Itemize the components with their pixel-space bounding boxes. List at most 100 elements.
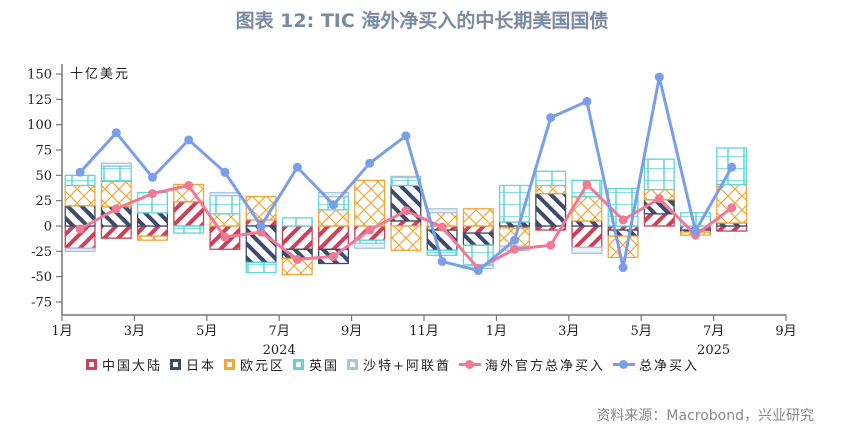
x-tick-label: 9月	[775, 324, 796, 339]
y-tick-label: -50	[31, 270, 52, 285]
source-note: 资料来源：Macrobond，兴业研究	[596, 408, 814, 424]
legend-label: 日本	[186, 359, 217, 374]
chart-title: 图表 12: TIC 海外净买入的中长期美国国债	[235, 10, 609, 32]
bar-segment	[390, 220, 422, 227]
x-tick-label: 3月	[558, 324, 579, 339]
data-point	[654, 194, 664, 204]
data-point	[184, 180, 194, 190]
bar-segment	[64, 174, 96, 187]
x-tick-label: 9月	[341, 324, 362, 339]
chart-legend: 中国大陆 日本 欧元区 英国 沙特+阿联酋 海外官方总净买入 总净买入	[86, 355, 707, 374]
y-tick-label: -75	[31, 295, 52, 310]
y-tick-label: 25	[35, 194, 52, 209]
x-tick-label: 1月	[51, 324, 72, 339]
data-point	[292, 162, 302, 172]
legend-line-icon	[458, 360, 481, 369]
bar-segment	[354, 242, 386, 249]
data-point	[111, 128, 121, 138]
y-tick-label: 50	[35, 169, 52, 184]
legend-item-china: 中国大陆	[86, 355, 162, 374]
data-point	[727, 203, 737, 213]
bar-segment	[318, 225, 349, 250]
data-point	[329, 200, 338, 210]
bar-segment	[64, 247, 96, 252]
bar-segment	[281, 225, 313, 250]
legend-item-total: 总净买入	[612, 355, 699, 374]
bar-segment	[173, 225, 205, 234]
y-tick-label: 125	[27, 93, 52, 108]
bar-segment	[462, 232, 494, 246]
bar-segment	[245, 261, 277, 274]
bar-segment	[100, 225, 132, 239]
x-tick-label: 5月	[631, 324, 652, 339]
bar-segment	[571, 225, 603, 248]
data-point	[401, 206, 411, 216]
data-point	[220, 167, 230, 177]
legend-item-saudi_uae: 沙特+阿联酋	[347, 355, 451, 374]
bar-segment	[643, 213, 675, 227]
bar-segment	[354, 179, 386, 227]
legend-item-euro: 欧元区	[224, 355, 285, 374]
bar-segment	[462, 208, 494, 227]
data-point	[292, 254, 302, 264]
x-tick-label: 7月	[703, 324, 724, 339]
bar-segment	[535, 184, 567, 195]
bar-segment	[426, 208, 458, 214]
bar-segment	[535, 170, 567, 187]
x-tick-label: 1月	[486, 324, 507, 339]
legend-swatch-icon	[86, 359, 97, 370]
bar-segment	[607, 229, 639, 237]
data-point	[365, 158, 375, 168]
legend-swatch-icon	[224, 359, 236, 370]
data-point	[111, 204, 121, 214]
legend-label: 海外官方总净买入	[484, 359, 605, 374]
bar-segment	[607, 235, 639, 259]
bar-segment	[390, 175, 422, 179]
data-point	[148, 172, 157, 182]
bar-segment	[643, 158, 675, 191]
legend-label: 英国	[309, 359, 340, 374]
data-point	[184, 135, 194, 145]
data-point	[691, 226, 700, 236]
bar-segment	[318, 191, 349, 198]
data-point	[582, 96, 592, 106]
bar-segment	[281, 217, 313, 227]
legend-item-japan: 日本	[170, 355, 216, 374]
data-point	[75, 167, 85, 177]
y-tick-label: 0	[44, 220, 52, 235]
bar-segment	[390, 176, 422, 187]
x-tick-label: 5月	[196, 324, 217, 339]
data-point	[437, 256, 447, 266]
data-point	[437, 222, 447, 232]
data-point	[510, 244, 519, 254]
legend-label: 总净买入	[638, 359, 699, 374]
data-point	[75, 224, 85, 234]
bar-segment	[209, 191, 241, 197]
bar-segment	[100, 162, 132, 167]
bar-segment	[716, 225, 748, 232]
data-point	[329, 251, 338, 261]
year-label: 2025	[697, 343, 730, 358]
bar-segment	[535, 192, 567, 227]
data-point	[401, 131, 411, 141]
x-tick-label: 11月	[409, 324, 439, 339]
unit-label: 十亿美元	[70, 67, 130, 82]
bar-segment	[571, 246, 603, 255]
legend-line-icon	[612, 360, 635, 369]
legend-label: 中国大陆	[102, 359, 163, 374]
x-tick-label: 7月	[269, 324, 290, 339]
bar-segment	[173, 201, 205, 227]
y-tick-label: -25	[31, 245, 52, 260]
chart-plot: 150 125 100 75 50 25 0 -25 -50 -75 1月 3月 5月 7月 9月 11月 1月…	[27, 64, 797, 358]
bar-segment	[137, 212, 168, 227]
bar-segment	[64, 184, 96, 207]
bar-segment	[390, 225, 422, 251]
data-point	[365, 225, 375, 235]
legend-item-official: 海外官方总净买入	[458, 355, 605, 374]
y-tick-label: 75	[35, 144, 52, 159]
data-point	[618, 263, 628, 273]
legend-label: 沙特+阿联酋	[363, 359, 451, 374]
bar-segment	[318, 209, 349, 227]
data-point	[546, 240, 556, 250]
bar-segment	[426, 249, 458, 257]
